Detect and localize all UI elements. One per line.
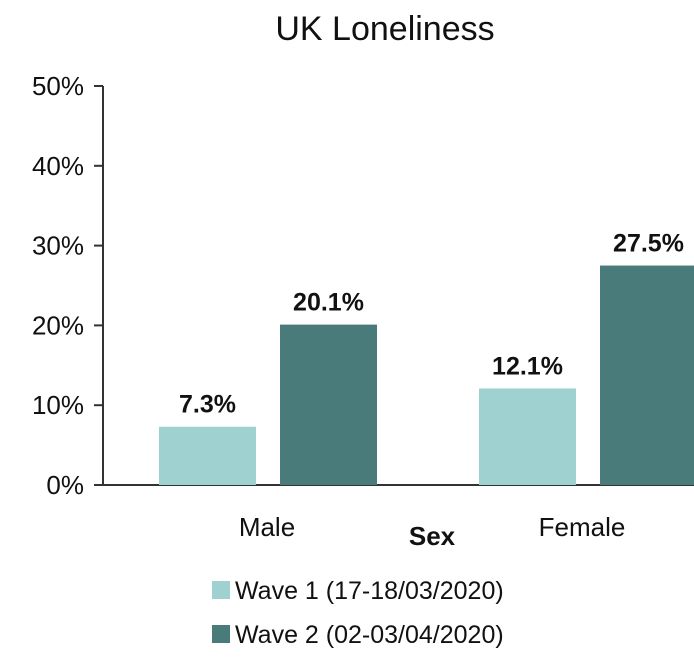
bar-male-wave2 — [280, 324, 377, 485]
data-label: 20.1% — [293, 289, 364, 317]
data-labels: 7.3% 20.1% 12.1% 27.5% — [179, 230, 684, 419]
legend-swatch — [212, 625, 230, 643]
bar-male-wave1 — [159, 426, 256, 485]
bars — [159, 265, 694, 485]
data-label: 27.5% — [613, 230, 684, 258]
legend-swatch — [212, 581, 230, 599]
bar-female-wave1 — [479, 388, 576, 485]
bar-female-wave2 — [600, 265, 694, 485]
category-label-male: Male — [239, 512, 295, 542]
y-tick-label: 10% — [32, 390, 84, 420]
category-label-female: Female — [539, 512, 626, 542]
legend-label: Wave 1 (17-18/03/2020) — [235, 577, 504, 605]
legend-item-wave2: Wave 2 (02-03/04/2020) — [212, 621, 504, 649]
legend-label: Wave 2 (02-03/04/2020) — [235, 621, 504, 649]
data-label: 7.3% — [179, 391, 236, 419]
x-axis-label: Sex — [409, 521, 456, 551]
legend-item-wave1: Wave 1 (17-18/03/2020) — [212, 577, 504, 605]
category-labels: Male Female — [239, 512, 626, 542]
chart-title: UK Loneliness — [275, 10, 494, 48]
y-tick-label: 30% — [32, 231, 84, 261]
y-tick-label: 0% — [46, 470, 84, 500]
y-tick-label: 50% — [32, 71, 84, 101]
y-tick-label: 40% — [32, 151, 84, 181]
legend: Wave 1 (17-18/03/2020) Wave 2 (02-03/04/2… — [212, 577, 504, 649]
y-tick-label: 20% — [32, 310, 84, 340]
data-label: 12.1% — [492, 352, 563, 380]
y-ticks: 0% 10% 20% 30% 40% 50% — [32, 71, 103, 500]
